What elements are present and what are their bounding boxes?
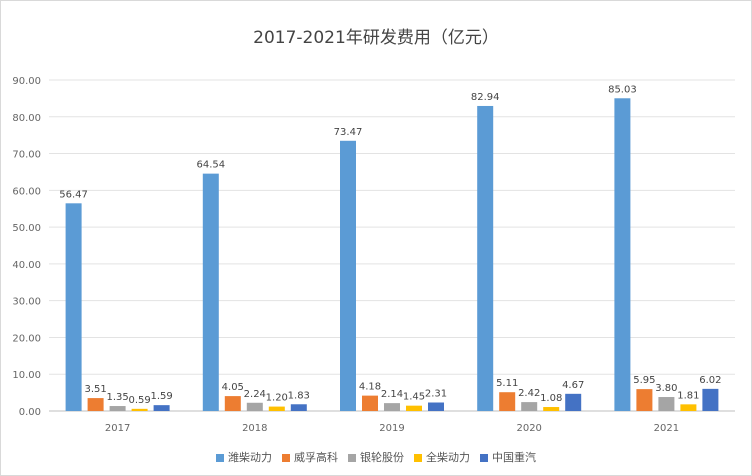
bar <box>87 398 104 411</box>
bar <box>384 403 400 411</box>
legend-item: 潍柴动力 <box>216 449 272 465</box>
data-label: 1.59 <box>150 391 172 402</box>
bar <box>290 404 307 411</box>
y-tick-label: 10.00 <box>12 370 41 381</box>
data-label: 85.03 <box>608 84 637 95</box>
y-tick-label: 20.00 <box>12 333 41 344</box>
y-tick-label: 90.00 <box>12 76 41 87</box>
bar <box>543 407 560 411</box>
legend-swatch <box>414 454 422 462</box>
y-tick-label: 50.00 <box>12 223 41 234</box>
bar <box>224 396 241 411</box>
y-tick-label: 30.00 <box>12 297 41 308</box>
data-label: 2.42 <box>518 388 540 399</box>
bar <box>658 397 675 411</box>
data-label: 5.95 <box>633 375 655 386</box>
data-label: 1.83 <box>288 390 310 401</box>
data-label: 2.24 <box>244 389 266 400</box>
bar <box>362 395 378 411</box>
data-label: 56.47 <box>59 189 88 200</box>
bar <box>109 406 126 411</box>
data-label: 3.51 <box>84 384 106 395</box>
x-tick-label: 2018 <box>242 423 267 434</box>
data-label: 6.02 <box>699 375 721 386</box>
y-tick-label: 70.00 <box>12 150 41 161</box>
legend-swatch <box>348 454 356 462</box>
data-label: 1.35 <box>106 392 128 403</box>
bar <box>636 389 653 411</box>
bar <box>65 203 82 411</box>
data-label: 82.94 <box>471 92 500 103</box>
x-tick-label: 2019 <box>379 423 404 434</box>
data-label: 5.11 <box>496 378 518 389</box>
bar <box>521 402 538 411</box>
data-label: 1.20 <box>266 393 288 404</box>
bar <box>268 406 285 411</box>
data-label: 4.67 <box>562 380 584 391</box>
bar <box>680 404 697 411</box>
data-label: 4.05 <box>222 382 244 393</box>
legend-swatch <box>480 454 488 462</box>
bar <box>153 405 170 411</box>
bar <box>202 173 219 411</box>
x-tick-label: 2021 <box>654 423 679 434</box>
bar <box>428 402 444 411</box>
legend-item: 中国重汽 <box>480 449 536 465</box>
legend-label: 全柴动力 <box>426 451 470 464</box>
legend-label: 银轮股份 <box>360 451 404 464</box>
data-label: 73.47 <box>334 127 363 138</box>
y-tick-label: 60.00 <box>12 186 41 197</box>
legend-label: 中国重汽 <box>492 451 536 464</box>
legend: 潍柴动力 威孚高科 银轮股份 全柴动力 中国重汽 <box>1 449 751 465</box>
data-label: 1.45 <box>403 392 425 403</box>
data-label: 64.54 <box>196 160 225 171</box>
bar <box>246 402 263 411</box>
x-tick-label: 2017 <box>105 423 130 434</box>
legend-swatch <box>216 454 224 462</box>
data-label: 1.08 <box>540 393 562 404</box>
data-label: 4.18 <box>359 382 381 393</box>
legend-item: 银轮股份 <box>348 449 404 465</box>
y-tick-label: 80.00 <box>12 113 41 124</box>
chart-title: 2017-2021年研发费用（亿元） <box>253 28 499 48</box>
legend-label: 潍柴动力 <box>228 451 272 464</box>
bar <box>614 98 631 411</box>
legend-item: 威孚高科 <box>282 449 338 465</box>
data-label: 2.31 <box>425 389 447 400</box>
bar <box>565 393 582 411</box>
bar <box>499 392 516 411</box>
data-label: 0.59 <box>128 395 150 406</box>
y-tick-label: 40.00 <box>12 260 41 271</box>
bar <box>477 105 494 411</box>
data-label: 3.80 <box>655 383 677 394</box>
bar <box>131 408 148 411</box>
x-tick-label: 2020 <box>516 423 541 434</box>
y-tick-label: 0.00 <box>19 407 41 418</box>
bar <box>702 388 719 411</box>
bar <box>340 140 356 411</box>
legend-item: 全柴动力 <box>414 449 470 465</box>
data-label: 1.81 <box>677 390 699 401</box>
legend-swatch <box>282 454 290 462</box>
bar <box>406 405 422 411</box>
legend-label: 威孚高科 <box>294 451 338 464</box>
data-label: 2.14 <box>381 389 403 400</box>
